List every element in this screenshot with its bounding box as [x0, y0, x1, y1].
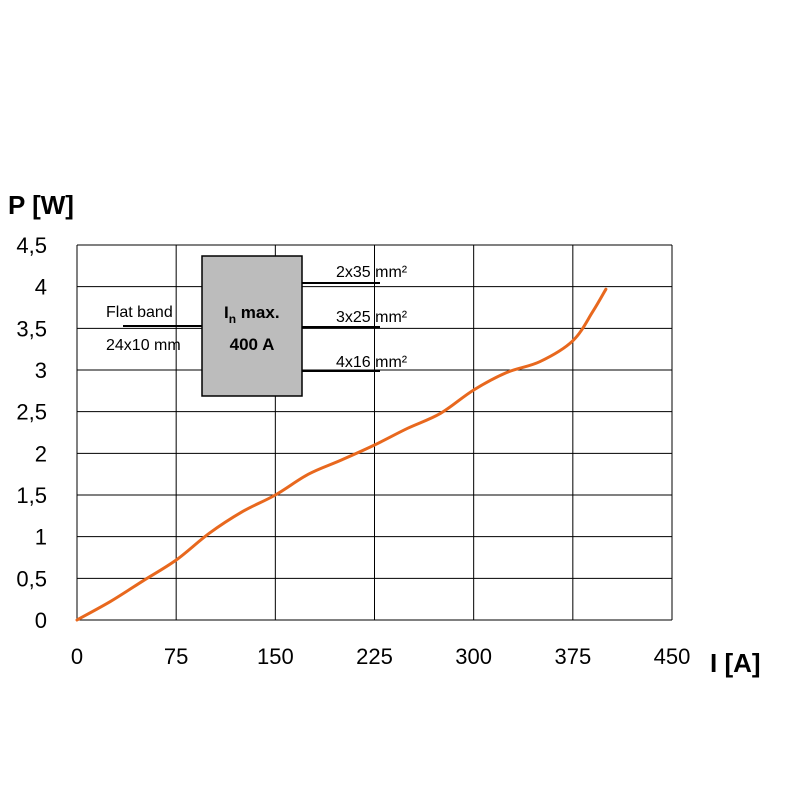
- rating-box-line2: 400 A: [230, 335, 275, 354]
- y-tick-label: 2: [35, 441, 47, 466]
- flat-band-label: Flat band: [106, 304, 173, 321]
- series-line: [75, 287, 608, 622]
- y-tick-label: 2,5: [16, 400, 47, 425]
- x-tick-label: 375: [554, 644, 591, 669]
- x-tick-label: 150: [257, 644, 294, 669]
- x-axis-title: I [A]: [710, 648, 761, 678]
- y-tick-label: 4,5: [16, 233, 47, 258]
- y-tick-label: 1: [35, 525, 47, 550]
- rating-box: [201, 255, 303, 397]
- x-tick-label: 75: [164, 644, 188, 669]
- y-tick-label: 0: [35, 608, 47, 633]
- rating-box-subscript: n: [229, 312, 236, 326]
- y-tick-label: 4: [35, 275, 47, 300]
- flat-band-size-label: 24x10 mm: [106, 337, 181, 354]
- y-tick-labels: 0 0,5 1 1,5 2 2,5 3 3,5 4 4,5: [16, 233, 47, 633]
- x-tick-label: 225: [356, 644, 393, 669]
- x-tick-label: 450: [654, 644, 691, 669]
- y-tick-label: 0,5: [16, 566, 47, 591]
- y-tick-label: 1,5: [16, 483, 47, 508]
- x-tick-labels: 0 75 150 225 300 375 450: [71, 644, 690, 669]
- conductor-label-3: 4x16 mm²: [336, 354, 408, 371]
- conductor-label-2: 3x25 mm²: [336, 309, 408, 326]
- conductor-label-1: 2x35 mm²: [336, 264, 408, 281]
- x-tick-label: 0: [71, 644, 83, 669]
- y-axis-title: P [W]: [8, 190, 74, 220]
- rating-box-line1: In max.: [224, 303, 280, 326]
- x-tick-label: 300: [455, 644, 492, 669]
- grid: [76, 244, 673, 621]
- y-tick-label: 3: [35, 358, 47, 383]
- series-group: [75, 287, 608, 622]
- y-tick-label: 3,5: [16, 316, 47, 341]
